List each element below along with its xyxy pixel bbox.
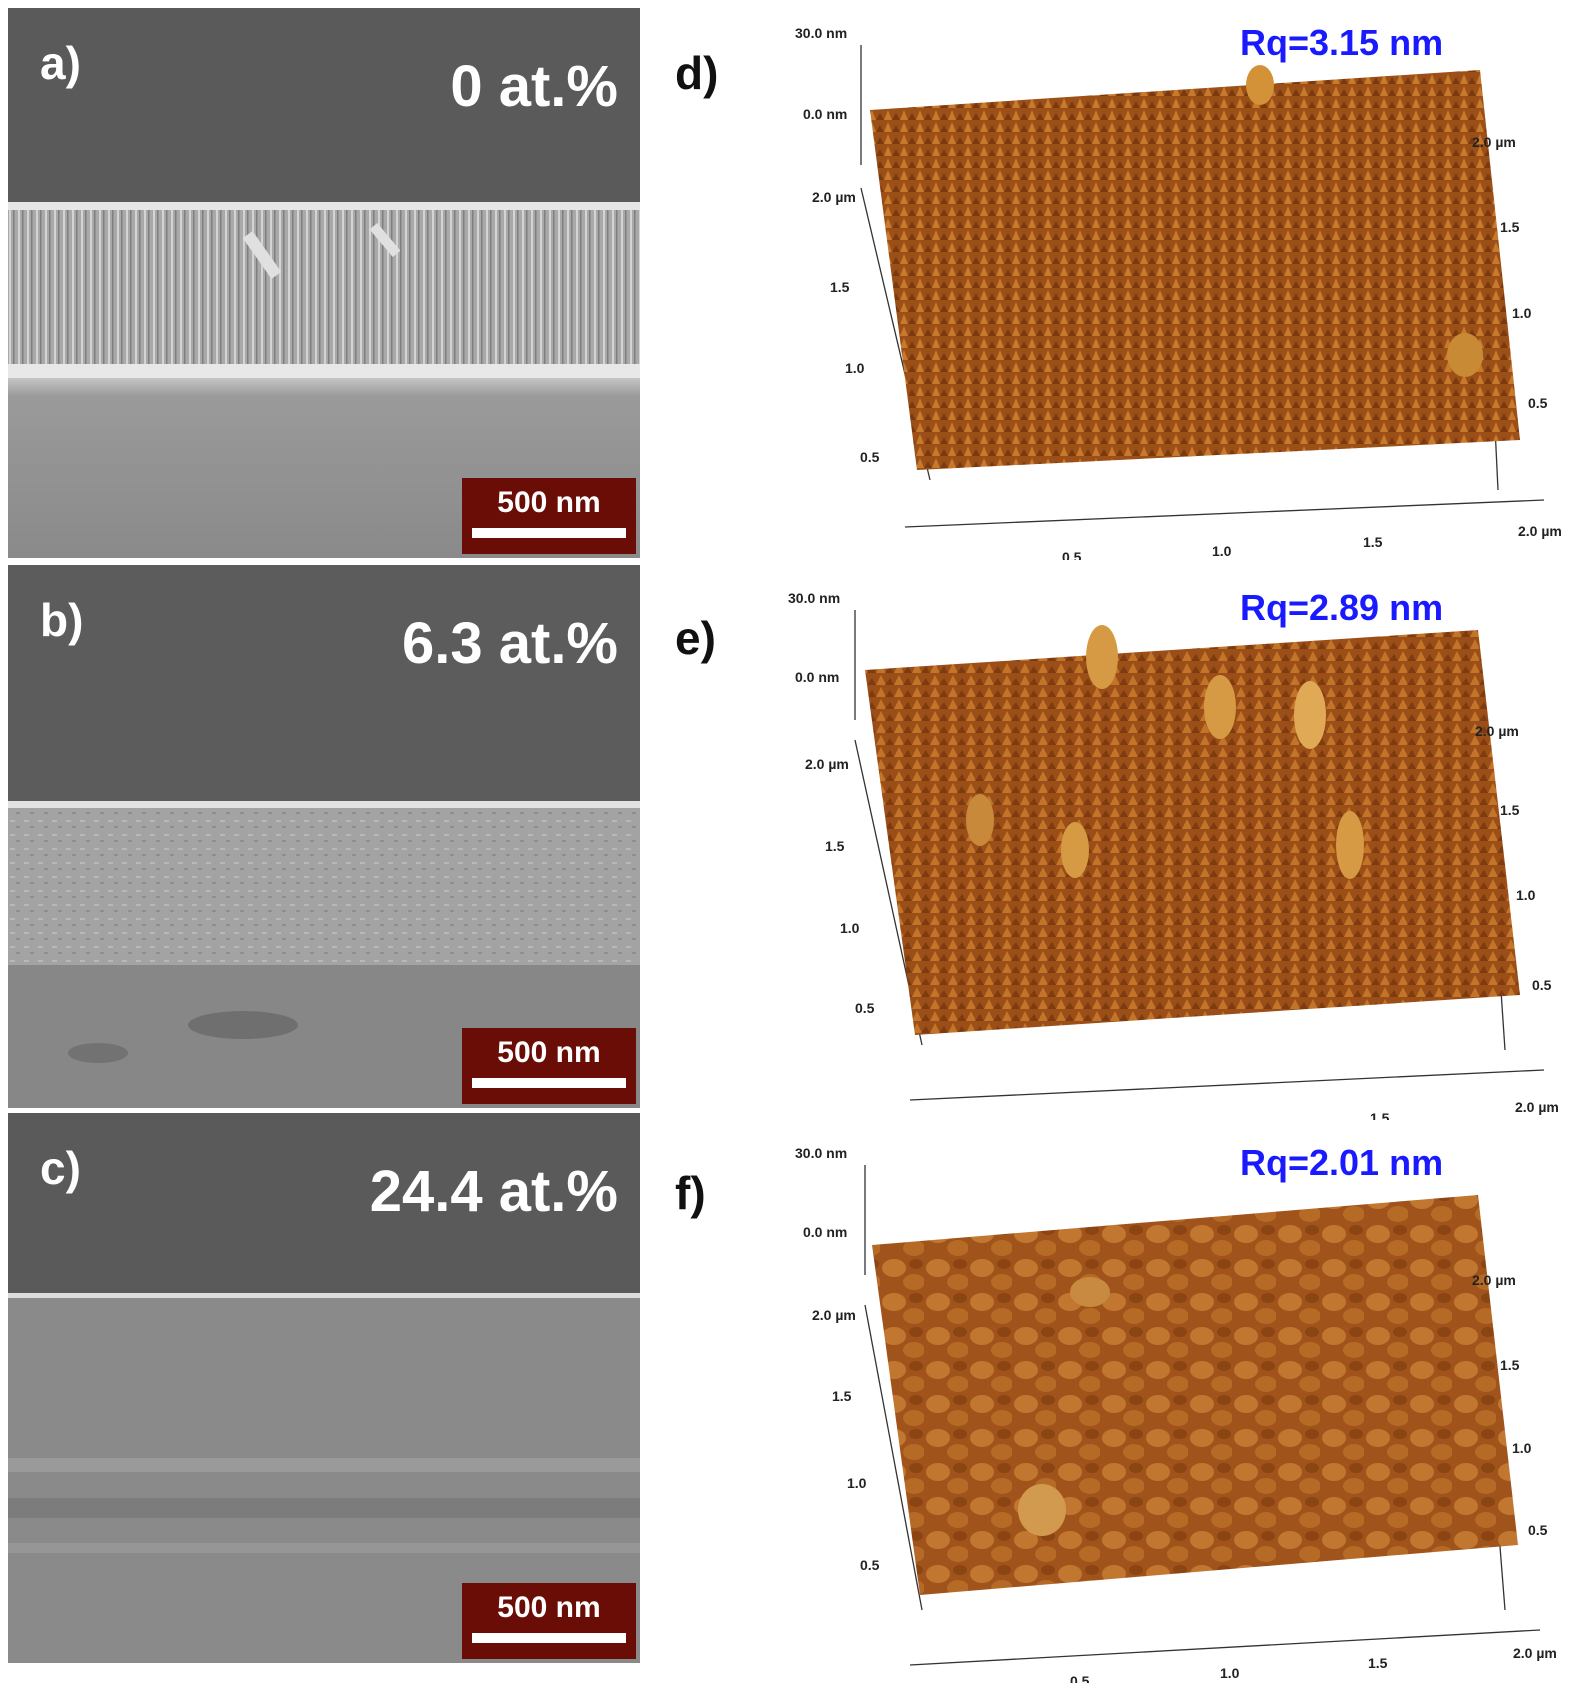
scale-bar-c: 500 nm <box>462 1583 636 1659</box>
left-tick-e-1: 1.5 <box>825 838 845 854</box>
right-tick-f-0: 2.0 µm <box>1472 1272 1516 1288</box>
sem-panel-b: b) 6.3 at.% 500 nm <box>8 565 640 1108</box>
right-tick-e-3: 0.5 <box>1532 977 1552 993</box>
right-tick-d-1: 1.5 <box>1500 219 1520 235</box>
right-tick-f-1: 1.5 <box>1500 1357 1520 1373</box>
sem-panel-a: a) 0 at.% 500 nm <box>8 8 640 558</box>
z-top-tick-e: 30.0 nm <box>788 590 840 606</box>
panel-label-b: b) <box>40 594 84 646</box>
bottom-tick-d-2: 1.5 <box>1363 534 1383 550</box>
left-tick-d-1: 1.5 <box>830 279 850 295</box>
left-tick-d-2: 1.0 <box>845 360 865 376</box>
left-tick-d-3: 0.5 <box>860 449 880 465</box>
bottom-tick-f-2: 1.5 <box>1368 1655 1388 1671</box>
roughness-label-e: Rq=2.89 nm <box>1240 587 1444 628</box>
scale-bar-label-a: 500 nm <box>497 486 601 519</box>
afm-panel-e: 30.0 nm 0.0 nm 2.0 µm 1.5 1.0 0.5 2.0 µm… <box>660 565 1575 1121</box>
concentration-label-c: 24.4 at.% <box>369 1159 618 1224</box>
scale-bar-line-a <box>472 528 626 538</box>
panel-label-d: d) <box>675 47 719 99</box>
scale-bar-line-c <box>472 1633 626 1643</box>
right-tick-e-2: 1.0 <box>1516 887 1536 903</box>
afm-plot-e: 30.0 nm 0.0 nm 2.0 µm 1.5 1.0 0.5 2.0 µm… <box>788 590 1559 1120</box>
left-tick-f-3: 0.5 <box>860 1557 880 1573</box>
z-zero-tick-f: 0.0 nm <box>803 1224 847 1240</box>
z-top-tick-f: 30.0 nm <box>795 1145 847 1161</box>
z-zero-tick-d: 0.0 nm <box>803 106 847 122</box>
sem-image-a <box>8 8 640 558</box>
right-tick-d-2: 1.0 <box>1512 305 1532 321</box>
right-tick-d-0: 2.0 µm <box>1472 134 1516 150</box>
scale-bar-b: 500 nm <box>462 1028 636 1104</box>
right-tick-f-2: 1.0 <box>1512 1440 1532 1456</box>
panel-label-c: c) <box>40 1142 81 1194</box>
afm-plot-d: 30.0 nm 0.0 nm 2.0 µm 1.5 1.0 0.5 2.0 µm… <box>795 25 1562 560</box>
bottom-tick-f-0: 0.5 <box>1070 1673 1090 1683</box>
panel-label-e: e) <box>675 612 716 664</box>
concentration-label-a: 0 at.% <box>450 54 618 119</box>
left-tick-f-1: 1.5 <box>832 1388 852 1404</box>
roughness-label-f: Rq=2.01 nm <box>1240 1142 1444 1183</box>
bottom-tick-d-3: 2.0 µm <box>1518 523 1562 539</box>
concentration-label-b: 6.3 at.% <box>402 611 618 676</box>
scale-bar-a: 500 nm <box>462 478 636 554</box>
bottom-tick-e-1: 1.0 <box>1220 1118 1240 1120</box>
left-tick-e-3: 0.5 <box>855 1000 875 1016</box>
bottom-tick-e-3: 2.0 µm <box>1515 1099 1559 1115</box>
z-top-tick-d: 30.0 nm <box>795 25 847 41</box>
right-tick-f-3: 0.5 <box>1528 1522 1548 1538</box>
scale-bar-label-b: 500 nm <box>497 1036 601 1069</box>
bottom-tick-d-1: 1.0 <box>1212 543 1232 559</box>
left-tick-d-0: 2.0 µm <box>812 189 856 205</box>
afm-panel-f: 30.0 nm 0.0 nm 2.0 µm 1.5 1.0 0.5 2.0 µm… <box>660 1120 1575 1683</box>
left-tick-f-0: 2.0 µm <box>812 1307 856 1323</box>
left-tick-e-0: 2.0 µm <box>805 756 849 772</box>
afm-panel-d: 30.0 nm 0.0 nm 2.0 µm 1.5 1.0 0.5 2.0 µm… <box>660 0 1575 561</box>
bottom-tick-d-0: 0.5 <box>1062 549 1082 560</box>
left-tick-f-2: 1.0 <box>847 1475 867 1491</box>
left-tick-e-2: 1.0 <box>840 920 860 936</box>
right-tick-e-1: 1.5 <box>1500 802 1520 818</box>
bottom-tick-e-2: 1.5 <box>1370 1110 1390 1120</box>
roughness-label-d: Rq=3.15 nm <box>1240 22 1444 63</box>
sem-image-c <box>8 1113 640 1663</box>
sem-panel-c: c) 24.4 at.% 500 nm <box>8 1113 640 1663</box>
bottom-tick-f-3: 2.0 µm <box>1513 1645 1557 1661</box>
scale-bar-label-c: 500 nm <box>497 1591 601 1624</box>
bottom-tick-f-1: 1.0 <box>1220 1665 1240 1681</box>
panel-label-a: a) <box>40 37 81 89</box>
panel-label-f: f) <box>675 1167 706 1219</box>
right-tick-d-3: 0.5 <box>1528 395 1548 411</box>
z-zero-tick-e: 0.0 nm <box>795 669 839 685</box>
scale-bar-line-b <box>472 1078 626 1088</box>
afm-plot-f: 30.0 nm 0.0 nm 2.0 µm 1.5 1.0 0.5 2.0 µm… <box>795 1145 1557 1683</box>
right-tick-e-0: 2.0 µm <box>1475 723 1519 739</box>
